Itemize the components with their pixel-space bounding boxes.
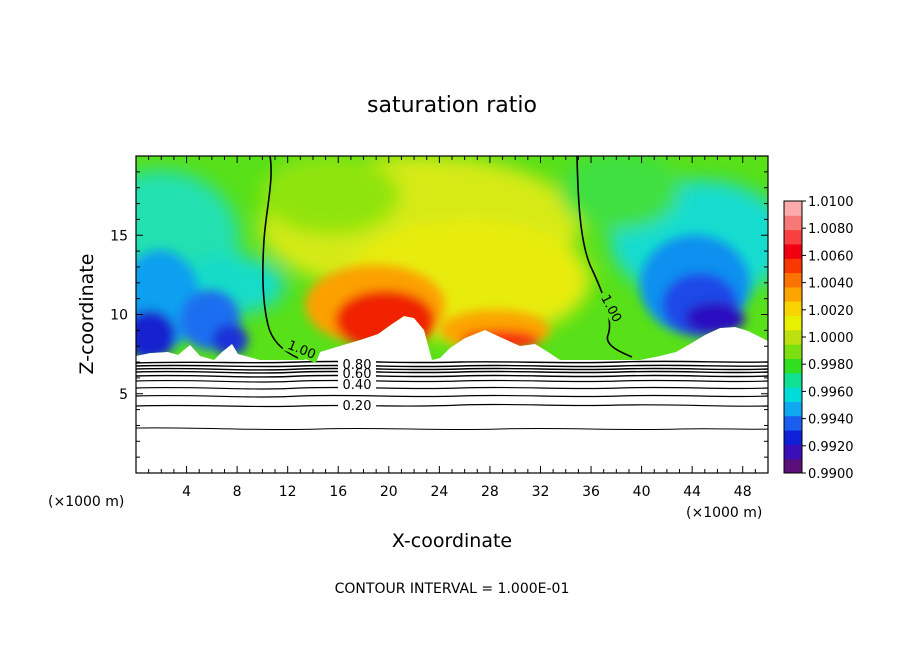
colorbar-swatch xyxy=(784,444,802,460)
colorbar-tick-label: 0.9920 xyxy=(808,440,854,455)
colorbar-swatch xyxy=(784,387,802,402)
colorbar-tick-label: 1.0000 xyxy=(808,331,854,346)
x-tick-label: 24 xyxy=(430,484,448,500)
y-axis-title: Z-coordinate xyxy=(76,254,98,375)
colorbar-swatch xyxy=(784,458,802,474)
colorbar-tick-label: 0.9900 xyxy=(808,467,854,482)
colorbar-tick-label: 1.0040 xyxy=(808,277,854,292)
field-red-region xyxy=(460,330,540,350)
field-lightgreen-region xyxy=(260,156,400,235)
contour-interval-note: CONTOUR INTERVAL = 1.000E-01 xyxy=(335,581,570,597)
y-axis: 5 10 15 xyxy=(110,171,768,458)
x-tick-label: 8 xyxy=(233,484,242,500)
field-darkblue-region xyxy=(136,310,176,360)
colorbar-swatch xyxy=(784,229,802,245)
x-unit-label-right: (×1000 m) xyxy=(686,505,762,521)
colorbar-swatch xyxy=(784,329,802,345)
colorbar-swatch xyxy=(784,258,802,274)
colorbar-tick-label: 0.9960 xyxy=(808,385,854,400)
x-tick-label: 36 xyxy=(582,484,600,500)
x-tick-label: 48 xyxy=(734,484,752,500)
x-tick-label: 20 xyxy=(380,484,398,500)
colorbar-swatch xyxy=(784,358,802,374)
colorbar-swatch xyxy=(784,415,802,431)
contour-line-1-right xyxy=(576,156,633,358)
colorbar-swatch xyxy=(784,401,802,417)
colorbar: 1.0100 1.0080 1.0060 1.0040 1.0020 1.0000 0.99… xyxy=(783,195,854,482)
colorbar-swatch xyxy=(784,315,802,331)
lower-contours xyxy=(135,360,769,431)
colorbar-swatch xyxy=(784,430,802,445)
x-tick-label: 12 xyxy=(279,484,297,500)
colorbar-tick-label: 1.0100 xyxy=(808,195,854,210)
y-tick-label: 15 xyxy=(110,228,128,244)
colorbar-swatch xyxy=(784,344,802,359)
colorbar-swatch xyxy=(784,215,802,231)
field-darkblue-region xyxy=(212,324,248,356)
field-layer xyxy=(136,156,768,360)
y-tick-label: 5 xyxy=(119,387,128,403)
field-green-region xyxy=(560,156,680,230)
x-axis: 4 8 12 16 20 24 28 32 36 40 44 48 xyxy=(148,156,756,500)
x-tick-label: 40 xyxy=(633,484,651,500)
colorbar-swatch xyxy=(784,201,802,216)
colorbar-swatch xyxy=(784,301,802,317)
contour-label: 0.80 xyxy=(343,358,372,373)
colorbar-swatch xyxy=(784,243,802,259)
contour-line-1-left xyxy=(262,156,299,359)
contour-label: 0.40 xyxy=(343,378,372,393)
colorbar-swatch xyxy=(784,372,802,388)
contour-label: 0.60 xyxy=(343,367,372,382)
x-tick-label: 28 xyxy=(481,484,499,500)
x-tick-label: 16 xyxy=(329,484,347,500)
colorbar-swatch xyxy=(784,272,802,288)
y-tick-label: 10 xyxy=(110,308,128,324)
x-tick-label: 32 xyxy=(532,484,550,500)
contour-label: 0.20 xyxy=(343,399,372,414)
colorbar-tick-label: 0.9980 xyxy=(808,358,854,373)
x-tick-label: 44 xyxy=(683,484,701,500)
chart-title: saturation ratio xyxy=(367,93,537,118)
field-darkblue-region xyxy=(685,302,745,334)
colorbar-swatch xyxy=(784,286,802,302)
colorbar-tick-label: 1.0020 xyxy=(808,304,854,319)
x-tick-label: 4 xyxy=(182,484,191,500)
colorbar-tick-label: 1.0060 xyxy=(808,249,854,264)
colorbar-tick-label: 1.0080 xyxy=(808,222,854,237)
field-red-region xyxy=(335,290,435,350)
x-axis-title: X-coordinate xyxy=(392,530,512,552)
colorbar-tick-label: 0.9940 xyxy=(808,413,854,428)
x-unit-label: (×1000 m) xyxy=(48,494,124,510)
